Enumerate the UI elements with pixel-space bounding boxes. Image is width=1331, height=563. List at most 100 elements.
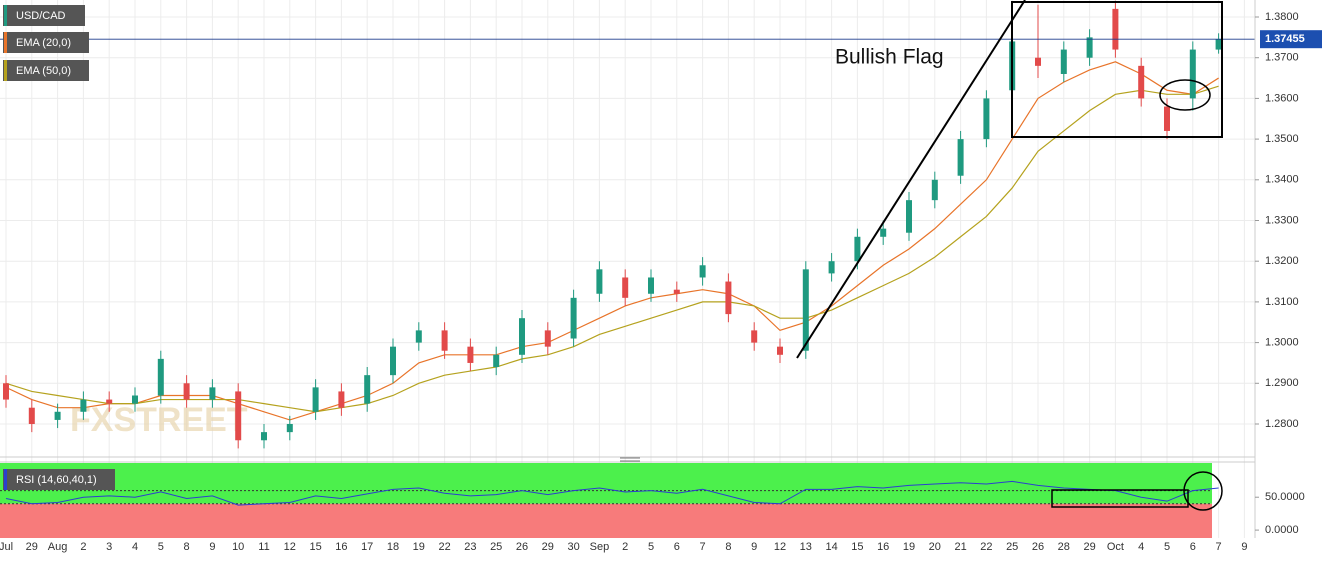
y-tick-label: 1.2800 xyxy=(1265,418,1299,430)
candle-body xyxy=(441,330,448,351)
rsi-circle xyxy=(1183,471,1223,511)
x-tick-label: 13 xyxy=(800,541,812,553)
x-tick-label: Aug xyxy=(48,541,68,553)
candle-body xyxy=(132,395,138,404)
x-tick-label: 8 xyxy=(184,541,190,553)
candle-body xyxy=(3,383,9,400)
candle-body xyxy=(312,387,319,412)
candle-body xyxy=(957,139,964,176)
indicator-line xyxy=(5,61,1219,421)
candle-body xyxy=(1112,8,1119,50)
candle-body xyxy=(1138,65,1145,99)
candle-body xyxy=(1086,37,1093,58)
candle-body xyxy=(1215,39,1222,50)
y-tick-label: 1.3700 xyxy=(1265,52,1299,64)
y-tick-label: 50.0000 xyxy=(1265,491,1305,503)
candle-body xyxy=(1060,49,1067,74)
candle-body xyxy=(80,399,87,412)
flag-box xyxy=(1011,1,1223,138)
x-tick-label: 7 xyxy=(1216,541,1222,553)
candle-body xyxy=(880,228,887,237)
x-tick-label: 12 xyxy=(284,541,296,553)
legend-box xyxy=(3,469,115,490)
legend-swatch xyxy=(4,60,7,81)
x-tick-label: 6 xyxy=(1190,541,1196,553)
candle-body xyxy=(777,346,783,355)
candle-body xyxy=(183,383,190,400)
x-tick-label: 29 xyxy=(26,541,38,553)
x-tick-label: 25 xyxy=(490,541,502,553)
candle-body xyxy=(157,358,164,396)
x-tick-label: 5 xyxy=(158,541,164,553)
y-tick-label: 1.3600 xyxy=(1265,92,1299,104)
x-tick-label: 2 xyxy=(80,541,86,553)
plot xyxy=(0,0,1255,538)
x-tick-label: Jul xyxy=(0,541,13,553)
candle-body xyxy=(596,269,603,294)
x-tick-label: 11 xyxy=(258,541,269,553)
legend-box xyxy=(3,5,85,26)
y-tick-label: 1.3400 xyxy=(1265,174,1299,186)
y-tick-label: 1.3500 xyxy=(1265,133,1299,145)
legend-swatch xyxy=(4,469,7,490)
x-tick-label: 7 xyxy=(700,541,706,553)
y-tick-label: 1.3800 xyxy=(1265,11,1299,23)
legend-box xyxy=(3,60,89,81)
candle-body xyxy=(983,98,990,140)
x-tick-label: Sep xyxy=(590,541,610,553)
candle-body xyxy=(467,346,474,363)
y-tick-label: 1.3200 xyxy=(1265,255,1299,267)
x-tick-label: 14 xyxy=(825,541,837,553)
x-tick-label: 16 xyxy=(335,541,347,553)
y-tick-label: 0.0000 xyxy=(1265,524,1299,536)
candle-body xyxy=(802,269,809,351)
x-tick-label: 18 xyxy=(387,541,399,553)
candle-body xyxy=(828,261,835,274)
x-tick-label: 9 xyxy=(751,541,757,553)
x-tick-label: 20 xyxy=(929,541,941,553)
x-tick-label: 26 xyxy=(516,541,528,553)
candle-body xyxy=(493,354,500,368)
candle-body xyxy=(854,236,861,262)
candle-body xyxy=(338,391,345,408)
x-tick-label: 28 xyxy=(1058,541,1070,553)
legend-box xyxy=(3,32,89,53)
x-tick-label: 10 xyxy=(232,541,244,553)
y-tick-label: 1.3300 xyxy=(1265,214,1299,226)
flagpole-line xyxy=(796,0,1026,359)
candle-body xyxy=(28,407,35,424)
legend-swatch xyxy=(4,5,7,26)
x-tick-label: 8 xyxy=(725,541,731,553)
x-tick-label: 4 xyxy=(132,541,138,553)
watermark: FXSTREET xyxy=(70,401,248,439)
candle-body xyxy=(570,297,577,339)
x-tick-label: 23 xyxy=(464,541,476,553)
legend-label: EMA (50,0) xyxy=(16,65,71,77)
x-tick-label: 16 xyxy=(877,541,889,553)
y-tick-label: 1.2900 xyxy=(1265,377,1299,389)
candle-body xyxy=(673,289,680,294)
x-tick-label: 15 xyxy=(309,541,321,553)
candle-body xyxy=(931,179,938,201)
candle-body xyxy=(519,318,525,355)
x-tick-label: 19 xyxy=(903,541,915,553)
candle-body xyxy=(106,399,113,404)
annotation: Bullish Flag xyxy=(835,46,944,69)
candle-body xyxy=(699,265,706,278)
candle-body xyxy=(261,432,267,441)
x-tick-label: 22 xyxy=(980,541,992,553)
legend-swatch xyxy=(4,32,7,53)
x-tick-label: 3 xyxy=(106,541,112,553)
x-tick-label: 4 xyxy=(1138,541,1144,553)
y-tick-label: 1.3000 xyxy=(1265,336,1299,348)
x-tick-label: 9 xyxy=(209,541,215,553)
candle-body xyxy=(1189,49,1196,99)
x-tick-label: 15 xyxy=(851,541,863,553)
x-tick-label: 5 xyxy=(648,541,654,553)
x-tick-label: 30 xyxy=(567,541,579,553)
x-tick-label: 5 xyxy=(1164,541,1170,553)
current-price-label: 1.37455 xyxy=(1265,33,1305,45)
candle-body xyxy=(286,423,293,433)
candle-body xyxy=(235,391,242,441)
